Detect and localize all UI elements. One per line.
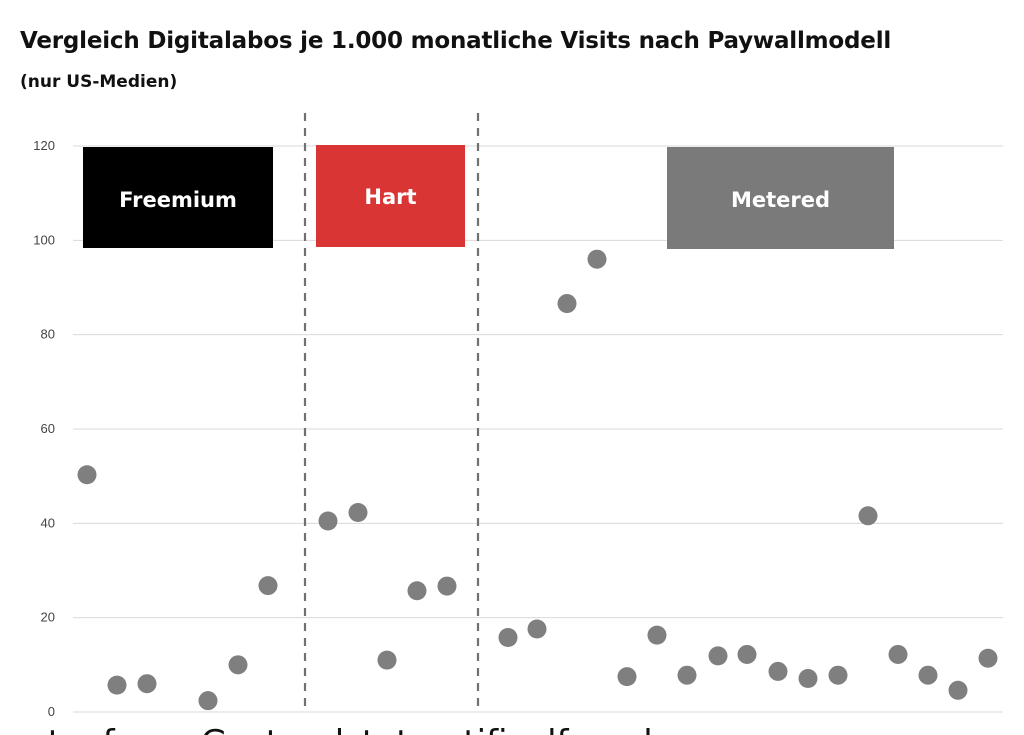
cutoff-text: stoofmon Gastoralstatmatificalfemaksom — [30, 722, 735, 735]
data-point-metered-13 — [858, 506, 878, 526]
data-point-metered-3 — [557, 294, 577, 314]
group-labels: Freemium Hart Metered — [83, 145, 894, 249]
data-point-metered-6 — [647, 625, 667, 645]
y-tick-label: 80 — [41, 327, 55, 342]
data-point-metered-12 — [828, 665, 848, 685]
group-box-hart — [316, 145, 465, 247]
y-axis-ticks: 0 20 40 60 80 100 120 — [33, 138, 55, 719]
data-point-hart-3 — [377, 650, 397, 670]
data-point-metered-17 — [978, 648, 998, 668]
group-label-hart: Hart — [364, 185, 416, 209]
y-tick-label: 60 — [41, 421, 55, 436]
data-point-metered-7 — [677, 665, 697, 685]
group-label-freemium: Freemium — [119, 188, 237, 212]
data-point-metered-5 — [617, 667, 637, 687]
data-point-metered-16 — [948, 680, 968, 700]
data-point-metered-14 — [888, 644, 908, 664]
data-point-freemium-5 — [228, 655, 248, 675]
y-tick-label: 100 — [33, 232, 55, 247]
data-point-metered-8 — [708, 646, 728, 666]
data-point-metered-9 — [737, 644, 757, 664]
data-point-metered-11 — [798, 669, 818, 689]
y-tick-label: 120 — [33, 138, 55, 153]
data-point-metered-10 — [768, 661, 788, 681]
data-point-metered-2 — [527, 619, 547, 639]
y-tick-label: 20 — [41, 610, 55, 625]
chart-subtitle: (nur US-Medien) — [20, 72, 178, 92]
data-point-hart-1 — [318, 511, 338, 531]
data-point-hart-4 — [407, 581, 427, 601]
data-point-freemium-4 — [198, 691, 218, 711]
group-box-metered — [667, 147, 894, 249]
y-tick-label: 40 — [41, 515, 55, 530]
data-point-metered-1 — [498, 627, 518, 647]
y-tick-label: 0 — [48, 704, 55, 719]
data-point-freemium-6 — [258, 576, 278, 596]
data-point-metered-15 — [918, 665, 938, 685]
group-box-freemium — [83, 147, 273, 248]
data-point-hart-5 — [437, 576, 457, 596]
group-dividers — [303, 113, 480, 712]
data-point-metered-4 — [587, 249, 607, 269]
data-points — [77, 249, 998, 711]
data-point-freemium-3 — [137, 674, 157, 694]
data-point-hart-2 — [348, 502, 368, 522]
data-point-freemium-2 — [107, 675, 127, 695]
group-label-metered: Metered — [731, 188, 830, 212]
chart-title: Vergleich Digitalabos je 1.000 monatlich… — [20, 28, 892, 54]
data-point-freemium-1 — [77, 465, 97, 485]
